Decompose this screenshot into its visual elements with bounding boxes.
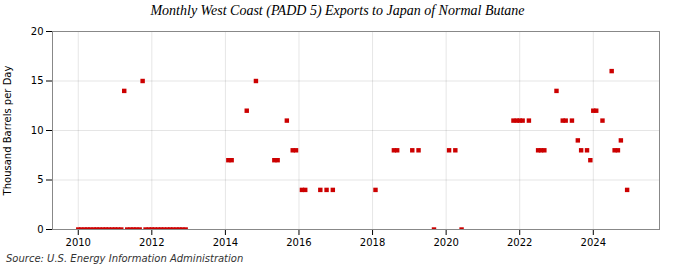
svg-text:2018: 2018 bbox=[360, 237, 385, 248]
html-text:Monthly West Coast (PADD 5) Ex: Monthly West Coast (PADD 5) Exports to J… bbox=[150, 3, 525, 18]
svg-text:Thousand Barrels per Day: Thousand Barrels per Day bbox=[2, 66, 13, 197]
svg-text:20: 20 bbox=[31, 26, 44, 37]
svg-text:2020: 2020 bbox=[433, 237, 458, 248]
html-text:Source: U.S. Energy Informatio: Source: U.S. Energy Information Administ… bbox=[6, 253, 244, 264]
svg-text:2012: 2012 bbox=[139, 237, 164, 248]
svg-text:0: 0 bbox=[37, 224, 43, 235]
svg-text:2016: 2016 bbox=[286, 237, 311, 248]
svg-text:2024: 2024 bbox=[581, 237, 606, 248]
svg-text:2014: 2014 bbox=[213, 237, 238, 248]
svg-text:2022: 2022 bbox=[507, 237, 532, 248]
svg-text:2010: 2010 bbox=[66, 237, 91, 248]
svg-text:5: 5 bbox=[37, 174, 43, 185]
svg-text:15: 15 bbox=[31, 75, 44, 86]
svg-text:10: 10 bbox=[31, 125, 44, 136]
